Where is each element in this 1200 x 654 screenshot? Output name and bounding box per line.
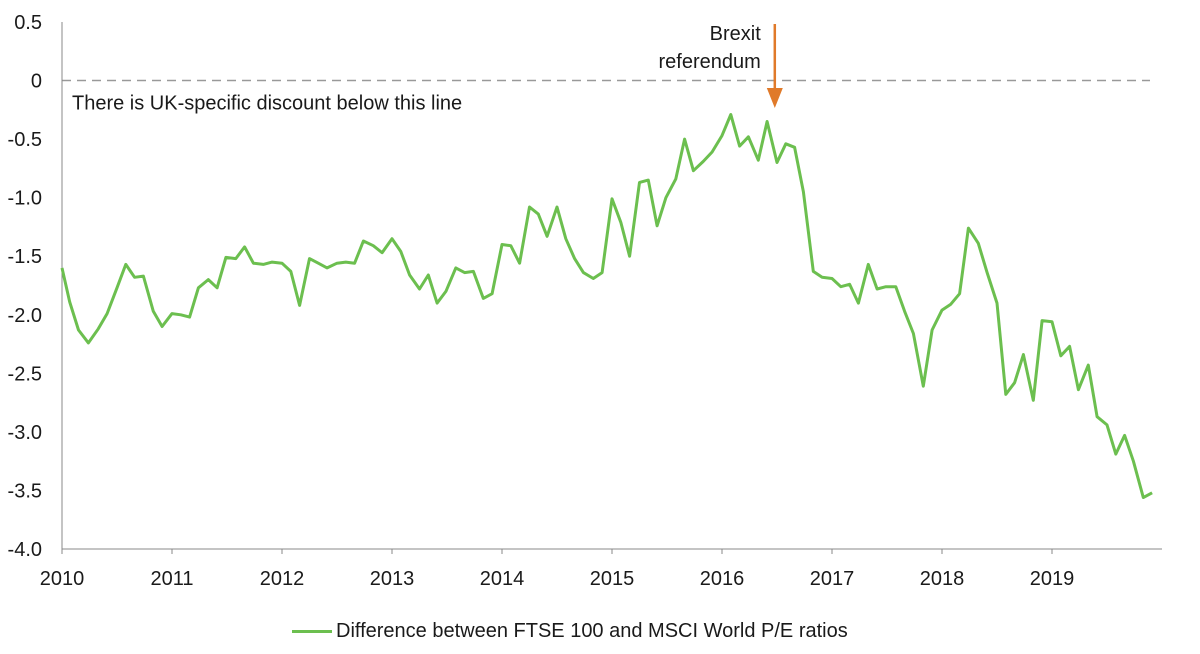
event-label-line: referendum [659,51,761,73]
series-line [60,113,1153,499]
y-tick-label: -0.5 [8,129,42,151]
x-tick-label: 2011 [150,568,193,590]
x-tick-label: 2019 [1030,568,1075,590]
x-axis-tick-labels: 2010 2011 2012 2013 2014 2015 2016 2017 2018 2019 [40,549,1075,590]
y-tick-label: -1.0 [8,188,42,210]
x-tick-label: 2018 [920,568,965,590]
event-arrow-head [766,88,783,108]
y-tick-label: -1.5 [8,246,42,268]
y-tick-label: -4.0 [8,539,42,561]
legend-label: Difference between FTSE 100 and MSCI Wor… [336,620,848,642]
event-label-line: Brexit [710,23,762,45]
y-tick-label: -2.5 [8,363,42,385]
x-tick-label: 2013 [370,568,415,590]
chart-legend: Difference between FTSE 100 and MSCI Wor… [292,620,848,643]
brexit-event-marker: Brexit referendum [659,23,783,108]
series-layer [60,113,1153,499]
y-tick-label: -3.5 [8,480,42,502]
y-tick-label: 0 [31,71,42,93]
reference-line-label: There is UK-specific discount below this… [72,93,462,115]
y-tick-label: -2.0 [8,305,42,327]
legend-swatch [292,630,332,633]
x-tick-label: 2010 [40,568,85,590]
x-tick-label: 2015 [590,568,635,590]
x-tick-label: 2016 [700,568,745,590]
y-tick-label: -3.0 [8,422,42,444]
y-tick-label: 0.5 [14,12,42,34]
x-tick-label: 2014 [480,568,525,590]
x-tick-label: 2017 [810,568,855,590]
y-axis-tick-labels: 0.5 0 -0.5 -1.0 -1.5 -2.0 -2.5 -3.0 -3.5 -4.0 [8,12,42,561]
x-tick-label: 2012 [260,568,305,590]
